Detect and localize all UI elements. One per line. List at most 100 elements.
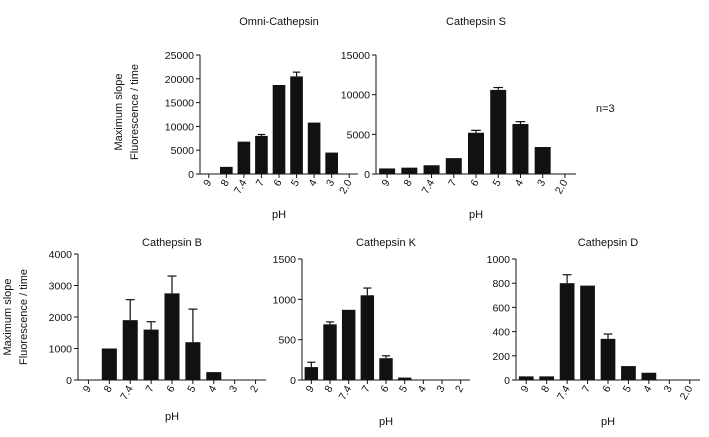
chart-2-bar (445, 158, 462, 174)
chart-3-bar (185, 342, 201, 380)
chart-1-x-tick-label: 3 (324, 177, 337, 188)
chart-3-x-tick-label: 9 (81, 383, 94, 394)
chart-4-bar (397, 377, 412, 380)
chart-2-x-tick-label: 8 (402, 177, 415, 188)
chart-4-bar (360, 295, 375, 380)
chart-5-y-tick-label: 400 (492, 327, 510, 339)
chart-2-bar (490, 89, 507, 174)
chart-5-y-tick-label: 0 (504, 375, 510, 387)
chart-4-x-tick-label: 5 (397, 383, 410, 394)
chart-2-x-tick-label: 3 (535, 177, 548, 188)
chart-1-y-tick-label: 15000 (165, 98, 194, 110)
chart-5-y-tick-label: 200 (492, 351, 510, 363)
chart-5-bar (559, 283, 575, 380)
chart-4-x-tick-label: 3 (434, 383, 447, 394)
chart-1-x-tick-label: 6 (271, 177, 284, 188)
chart-5-x-tick-label: 7.4 (555, 383, 573, 402)
chart-2-x-tick-label: 2.0 (553, 177, 571, 196)
chart-5-x-tick-label: 8 (539, 383, 552, 394)
chart-2-x-tick-label: 6 (468, 177, 481, 188)
chart-5-y-tick-label: 1000 (487, 254, 511, 266)
chart-2-x-tick-label: 7.4 (419, 177, 437, 196)
chart-1-bar (255, 135, 268, 174)
chart-1-x-axis-title: pH (272, 209, 286, 221)
chart-3-y-tick-label: 4000 (49, 249, 73, 261)
chart-3-bar (164, 293, 180, 380)
chart-3-x-tick-label: 2 (248, 383, 261, 394)
chart-1-bar (290, 76, 303, 174)
chart-2-bar (401, 167, 418, 174)
chart-3-title: Cathepsin B (142, 237, 202, 249)
chart-3-x-axis-title: pH (165, 411, 179, 423)
chart-5-bar (641, 372, 657, 380)
chart-4-x-tick-label: 9 (304, 383, 317, 394)
chart-2-x-tick-label: 9 (379, 177, 392, 188)
chart-5-x-tick-label: 7 (580, 383, 593, 394)
chart-2-y-tick-label: 5000 (347, 129, 371, 141)
chart-1-x-tick-label: 9 (201, 177, 214, 188)
chart-5-bar (518, 376, 534, 380)
chart-3-x-tick-label: 8 (102, 383, 115, 394)
chart-3-bar (206, 372, 222, 380)
chart-3-x-tick-label: 6 (164, 383, 177, 394)
chart-1-bar (237, 141, 251, 174)
chart-2-bar (512, 124, 529, 174)
chart-1-y-tick-label: 5000 (171, 145, 195, 157)
chart-5-x-tick-label: 9 (519, 383, 532, 394)
chart-1-x-tick-label: 4 (306, 177, 319, 188)
chart-1-x-tick-label: 5 (289, 177, 302, 188)
chart-5-x-tick-label: 6 (600, 383, 613, 394)
chart-3-y-tick-label: 1000 (49, 344, 73, 356)
chart-2-x-tick-label: 5 (491, 177, 504, 188)
chart-5-y-tick-label: 800 (492, 278, 510, 290)
chart-2-x-tick-label: 4 (513, 177, 526, 188)
chart-2-y-tick-label: 10000 (341, 90, 370, 102)
chart-1-y-tick-label: 20000 (165, 74, 194, 86)
chart-3-x-tick-label: 4 (206, 383, 219, 394)
chart-4-x-axis-title: pH (379, 416, 393, 428)
chart-5-y-tick-label: 600 (492, 302, 510, 314)
chart-5-bar (621, 366, 636, 380)
chart-1-y-axis-title: Maximum slope (113, 73, 125, 150)
chart-5-x-tick-label: 2.0 (678, 383, 696, 402)
chart-1-y-tick-label: 25000 (165, 50, 194, 62)
chart-1-x-tick-label: 2.0 (337, 177, 355, 196)
chart-5-x-tick-label: 4 (641, 383, 654, 394)
chart-1-x-tick-label: 7 (254, 177, 267, 188)
chart-5-bar (580, 285, 595, 380)
chart-4-y-tick-label: 1500 (273, 254, 297, 266)
chart-3-x-tick-label: 3 (227, 383, 240, 394)
chart-1-x-tick-label: 7.4 (232, 177, 250, 196)
chart-5-x-tick-label: 3 (662, 383, 675, 394)
chart-5-x-tick-label: 5 (621, 383, 634, 394)
chart-3-x-tick-label: 5 (185, 383, 198, 394)
chart-3-y-tick-label: 0 (66, 375, 72, 387)
chart-5-bar (539, 376, 555, 380)
chart-3-bar (122, 320, 138, 380)
chart-1-y-tick-label: 10000 (165, 121, 194, 133)
chart-4-y-tick-label: 500 (278, 335, 296, 347)
chart-4-x-tick-label: 7 (360, 383, 373, 394)
chart-2-bar (379, 168, 396, 174)
chart-1-title: Omni-Cathepsin (239, 16, 318, 28)
chart-5-bar (600, 338, 616, 380)
chart-5-x-axis-title: pH (601, 416, 615, 428)
chart-1-bar (307, 122, 321, 174)
chart-3-y-tick-label: 2000 (49, 312, 73, 324)
chart-4-y-tick-label: 1000 (273, 294, 297, 306)
chart-2-y-tick-label: 15000 (341, 50, 370, 62)
chart-3-y-axis-title: Maximum slope (2, 278, 14, 355)
chart-2-title: Cathepsin S (446, 16, 506, 28)
chart-1-bar (220, 166, 233, 174)
chart-2-bar (468, 132, 484, 174)
chart-1-x-tick-label: 8 (219, 177, 232, 188)
chart-2-bar (534, 147, 551, 174)
chart-4-x-tick-label: 7.4 (337, 383, 355, 402)
chart-4-bar (341, 309, 356, 380)
chart-3-y-tick-label: 3000 (49, 281, 73, 293)
chart-4-x-tick-label: 2 (453, 383, 466, 394)
chart-2-bar (423, 165, 440, 174)
chart-4-title: Cathepsin K (356, 237, 417, 249)
chart-4-x-tick-label: 6 (378, 383, 391, 394)
